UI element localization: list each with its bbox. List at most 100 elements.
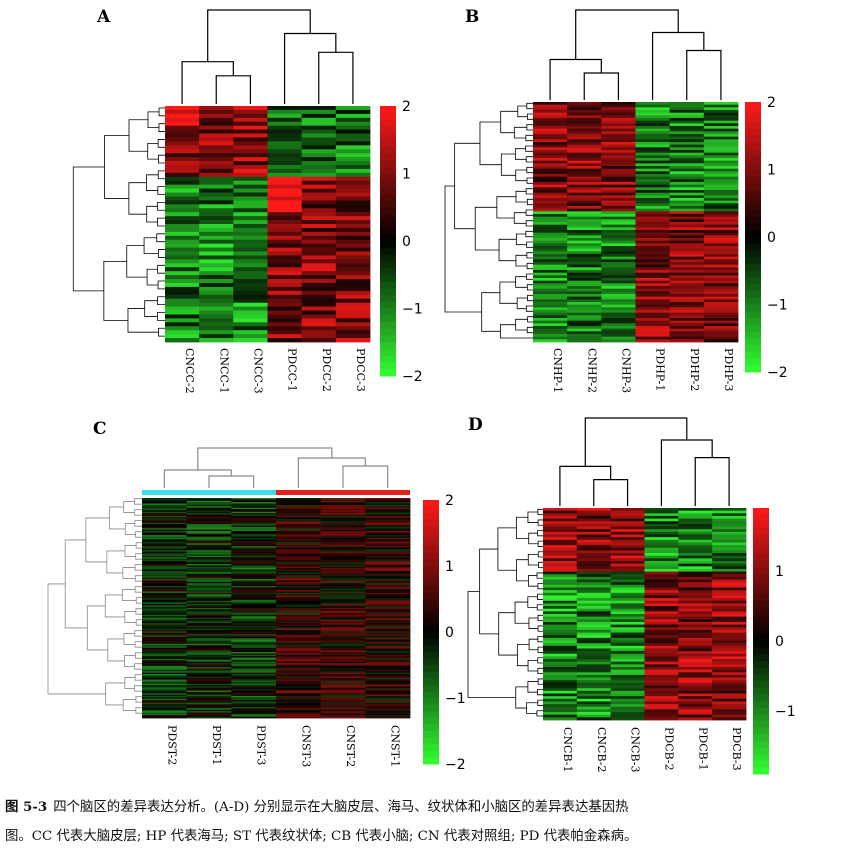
heatmap-cell — [543, 508, 578, 512]
heatmap-cell — [678, 685, 713, 689]
row-dendrogram-branch — [134, 674, 142, 681]
heatmap-cell — [567, 240, 602, 244]
heatmap-cell — [635, 152, 671, 156]
heatmap-cell — [320, 657, 366, 660]
legend-swatch — [423, 546, 439, 554]
heatmap-cell — [320, 542, 366, 544]
legend-swatch — [423, 671, 439, 679]
heatmap-cell — [678, 677, 713, 681]
heatmap-cell — [142, 609, 188, 612]
heatmap-cell — [543, 587, 578, 591]
heatmap-cell — [533, 131, 568, 135]
column-label: CNST-2 — [344, 725, 357, 767]
heatmap-cell — [601, 110, 636, 114]
heatmap-cell — [267, 338, 303, 343]
heatmap-cell — [165, 294, 200, 300]
heatmap-cell — [365, 598, 411, 601]
heatmap-cell — [635, 336, 671, 340]
heatmap-cell — [320, 583, 366, 586]
heatmap-cell — [365, 708, 411, 711]
heatmap-cell — [635, 331, 671, 335]
heatmap-cell — [533, 315, 568, 319]
heatmap-cell — [678, 635, 713, 639]
heatmap-cell — [669, 254, 705, 258]
heatmap-cell — [231, 543, 277, 546]
heatmap-cell — [576, 606, 612, 610]
heatmap-cell — [165, 271, 200, 276]
heatmap-cell — [365, 602, 411, 605]
heatmap-cell — [320, 566, 366, 569]
heatmap-cell — [601, 240, 636, 244]
heatmap-cell — [301, 314, 337, 319]
heatmap-cell — [267, 247, 303, 252]
heatmap-cell — [267, 298, 303, 304]
heatmap-cell — [365, 535, 411, 537]
heatmap-cell — [610, 632, 645, 636]
heatmap-cell — [320, 576, 366, 579]
heatmap-cell — [576, 672, 612, 676]
heatmap-cell — [365, 665, 411, 668]
heatmap-cell — [365, 557, 411, 559]
heatmap-cell — [712, 635, 747, 639]
heatmap-cell — [567, 251, 602, 255]
heatmap-cell — [533, 283, 568, 287]
heatmap-cell — [231, 698, 277, 701]
heatmap-cell — [610, 685, 645, 689]
heatmap-cell — [533, 232, 568, 236]
heatmap-cell — [186, 499, 232, 502]
heatmap-cell — [567, 243, 602, 247]
heatmap-cell — [365, 515, 411, 518]
heatmap-cell — [276, 542, 322, 544]
heatmap-cell — [678, 648, 713, 652]
heatmap-cell — [186, 652, 232, 654]
row-dendrogram-branch — [537, 551, 543, 558]
heatmap-cell — [669, 240, 705, 244]
heatmap-cell — [186, 575, 232, 577]
heatmap-cell — [601, 318, 636, 322]
heatmap-cell — [142, 650, 188, 653]
heatmap-cell — [712, 704, 747, 708]
heatmap-cell — [142, 500, 188, 503]
heatmap-cell — [576, 624, 612, 628]
heatmap-cell — [142, 577, 188, 580]
heatmap-cell — [142, 675, 188, 678]
heatmap-cell — [199, 306, 234, 311]
heatmap-cell — [142, 698, 188, 701]
heatmap-cell — [576, 547, 612, 551]
column-dendrogram-branch — [297, 457, 366, 488]
heatmap-cell — [186, 713, 232, 716]
row-dendrogram-branch — [147, 142, 159, 160]
heatmap-cell — [567, 267, 602, 271]
heatmap-cell — [576, 651, 612, 655]
heatmap-cell — [543, 669, 578, 673]
heatmap-cell — [233, 298, 268, 304]
color-legend: 210−1−2 — [380, 99, 423, 385]
heatmap-cell — [678, 553, 713, 557]
heatmap-cell — [635, 128, 671, 132]
heatmap-cell — [186, 642, 232, 645]
heatmap-cell — [186, 712, 232, 715]
heatmap-cell — [635, 248, 671, 252]
heatmap-cell — [533, 126, 568, 130]
heatmap-cell — [669, 320, 705, 324]
heatmap-cell — [635, 270, 671, 274]
heatmap-cell — [186, 506, 232, 509]
heatmap-cell — [142, 595, 188, 598]
heatmap-cell — [533, 224, 568, 228]
heatmap-cell — [601, 102, 636, 106]
legend-swatch — [380, 133, 396, 141]
heatmap-cell — [533, 110, 568, 114]
legend-swatch — [423, 658, 439, 666]
heatmap-cell — [165, 204, 200, 209]
row-dendrogram-branch — [536, 572, 543, 579]
heatmap-cell — [567, 168, 602, 172]
heatmap-cell — [567, 107, 602, 111]
heatmap-cell — [231, 616, 277, 619]
row-dendrogram-branch — [514, 601, 529, 624]
heatmap-cell — [533, 320, 568, 324]
heatmap-cell — [567, 262, 602, 266]
heatmap-cell — [703, 240, 739, 244]
heatmap-cell — [142, 599, 188, 602]
heatmap-cell — [365, 569, 411, 572]
heatmap-cell — [601, 208, 636, 212]
